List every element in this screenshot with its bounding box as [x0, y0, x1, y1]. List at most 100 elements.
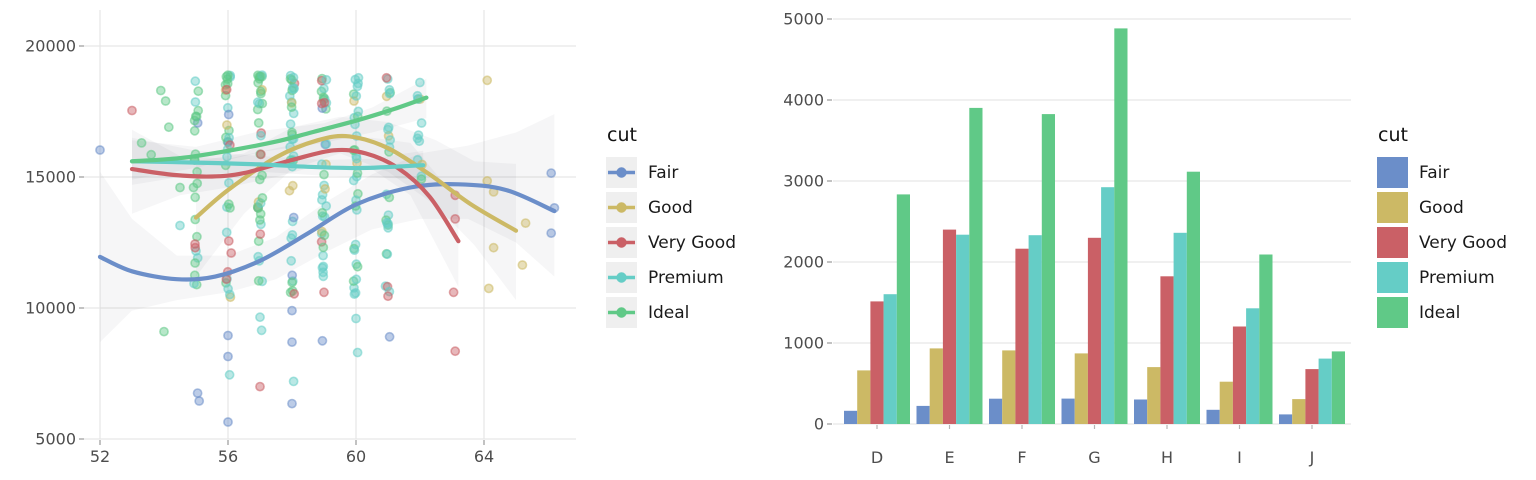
- y-axis-label-4000: 4000: [783, 91, 824, 110]
- y-axis-label-5000: 5000: [783, 10, 824, 29]
- bar-i-good: [1219, 381, 1233, 424]
- scatter-point: [255, 130, 266, 141]
- scatter-point: [351, 313, 361, 324]
- confidence-ribbon-premium: [132, 137, 424, 185]
- bar-g-fair: [1061, 398, 1075, 424]
- scatter-point: [546, 228, 557, 238]
- bar-f-ideal: [1041, 114, 1055, 424]
- scatter-point: [288, 72, 299, 83]
- bar-h-very-good: [1160, 276, 1174, 424]
- x-axis-label-52: 52: [90, 447, 110, 466]
- scatter-point: [254, 215, 265, 225]
- scatter-point: [353, 72, 364, 83]
- bar-j-very-good: [1305, 369, 1319, 424]
- scatter-point: [287, 337, 297, 347]
- bar-h-fair: [1134, 399, 1148, 424]
- bar-j-premium: [1318, 358, 1332, 424]
- bar-e-fair: [916, 405, 930, 424]
- scatter-point: [352, 347, 363, 358]
- scatter-point: [252, 97, 263, 108]
- bar-d-good: [857, 370, 871, 424]
- scatter-point: [520, 218, 531, 228]
- bar-d-premium: [883, 294, 897, 424]
- color-swatch-good: [1377, 192, 1408, 223]
- scatter-point: [257, 192, 268, 203]
- bar-e-premium: [956, 234, 970, 424]
- scatter-point: [146, 149, 157, 160]
- scatter-point: [175, 182, 185, 193]
- bar-cut-legend: cut Fair Good Very Good Premium Ideal: [1377, 124, 1507, 332]
- bar-j-ideal: [1331, 351, 1345, 424]
- scatter-point: [255, 86, 266, 97]
- bar-f-very-good: [1015, 248, 1029, 424]
- y-axis-label-15000: 15000: [25, 168, 76, 187]
- bar-d-fair: [844, 410, 858, 424]
- bar-i-fair: [1206, 409, 1220, 424]
- scatter-point: [224, 132, 234, 143]
- scatter-point: [287, 229, 298, 240]
- scatter-point: [287, 305, 297, 316]
- scatter-point: [416, 118, 427, 128]
- bar-g-good: [1074, 353, 1088, 424]
- scatter-point: [225, 202, 235, 213]
- color-swatch-ideal: [1377, 297, 1408, 328]
- scatter-point: [414, 77, 425, 88]
- scatter-point: [226, 248, 237, 258]
- scatter-point: [448, 287, 459, 298]
- scatter-point: [517, 260, 528, 270]
- scatter-point: [383, 291, 393, 302]
- legend-item-fair: Fair: [1377, 157, 1507, 188]
- scatter-point: [288, 212, 299, 223]
- y-axis-label-0: 0: [814, 415, 824, 434]
- scatter-point: [188, 182, 199, 193]
- scatter-point: [255, 149, 266, 160]
- scatter-point: [321, 138, 332, 149]
- scatter-point: [256, 325, 267, 336]
- legend-key-glyph: [608, 167, 635, 178]
- scatter-point: [221, 71, 232, 82]
- bar-j-fair: [1279, 414, 1293, 424]
- legend-item-premium: Premium: [1377, 262, 1507, 293]
- scatter-point: [193, 86, 204, 97]
- legend-label: Ideal: [648, 302, 690, 323]
- bar-i-premium: [1246, 308, 1260, 424]
- line-point-key-fair: [606, 157, 637, 188]
- scatter-point: [175, 220, 185, 231]
- scatter-point: [351, 153, 362, 164]
- scatter-point: [488, 242, 499, 253]
- scatter-point: [482, 75, 493, 86]
- bar-g-premium: [1101, 187, 1115, 424]
- x-axis-label-d: D: [871, 448, 883, 467]
- y-axis-label-20000: 20000: [25, 37, 76, 56]
- scatter-point: [255, 71, 266, 82]
- scatter-point: [351, 274, 362, 285]
- scatter-point: [155, 85, 166, 96]
- scatter-point: [253, 118, 264, 128]
- legend-label: Good: [1419, 197, 1464, 218]
- scatter-point: [349, 245, 360, 255]
- scatter-point: [287, 270, 298, 281]
- scatter-point: [287, 398, 297, 409]
- scatter-point: [253, 275, 264, 286]
- scatter-point: [318, 83, 329, 94]
- y-axis-label-5000: 5000: [35, 430, 76, 449]
- bar-g-ideal: [1114, 28, 1128, 425]
- confidence-ribbon-fair: [100, 114, 555, 343]
- line-point-key-ideal: [606, 297, 637, 328]
- legend-key-glyph: [608, 202, 635, 213]
- scatter-point: [483, 283, 494, 294]
- legend-label: Premium: [648, 267, 724, 288]
- scatter-point: [190, 192, 201, 203]
- scatter-point: [255, 229, 266, 239]
- scatter-point: [286, 102, 297, 113]
- legend-label: Good: [648, 197, 693, 218]
- smooth-line-very-good: [129, 147, 461, 244]
- scatter-point: [223, 283, 233, 294]
- scatter-point: [223, 236, 234, 246]
- bar-i-very-good: [1232, 326, 1247, 424]
- scatter-point: [385, 135, 396, 145]
- scatter-point: [95, 145, 105, 155]
- scatter-point: [317, 335, 328, 346]
- legend-item-premium: Premium: [606, 262, 736, 293]
- bar-d-very-good: [870, 301, 884, 424]
